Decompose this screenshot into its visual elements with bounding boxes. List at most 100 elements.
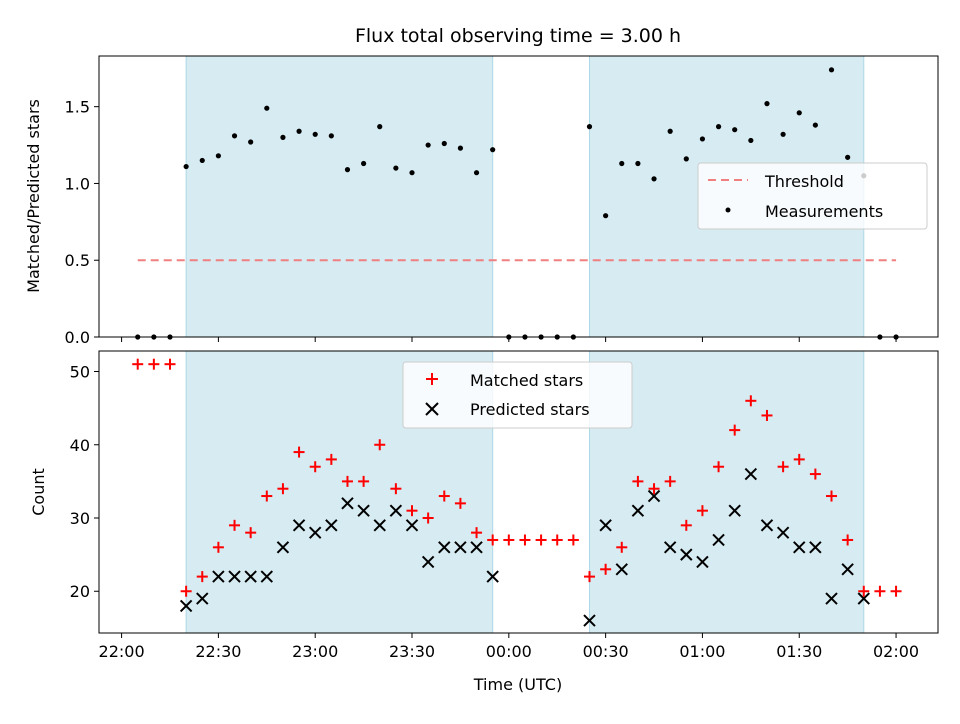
matched-star-point — [293, 446, 305, 458]
matched-star-point — [422, 512, 434, 524]
predicted-star-point — [421, 555, 435, 569]
measurement-point — [732, 127, 738, 133]
predicted-star-point — [228, 570, 241, 583]
top-y-tick-label: 1.5 — [65, 98, 90, 117]
bottom-panel: 22:00 22:30 23:00 23:30 00:00 00:30 01:00 01:30… — [29, 350, 939, 694]
matched-star-point — [309, 461, 321, 473]
matched-star-point — [680, 519, 692, 531]
measurement-point — [215, 153, 221, 159]
measurement-point — [231, 133, 238, 139]
predicted-star-point — [809, 541, 822, 554]
measurement-point — [490, 147, 496, 153]
predicted-star-point — [615, 563, 628, 576]
bottom-y-tick-label: 40 — [70, 436, 90, 455]
predicted-star-point — [728, 504, 741, 517]
measurement-point — [828, 67, 835, 73]
matched-star-point — [325, 453, 337, 465]
matched-star-point — [551, 534, 563, 546]
matched-star-point — [196, 571, 208, 583]
predicted-star-point — [357, 504, 370, 517]
measurement-point — [393, 165, 399, 171]
matched-star-point — [729, 424, 741, 436]
measurement-point — [441, 140, 447, 147]
measurement-point — [199, 157, 205, 164]
top-y-tick-label: 0.0 — [65, 328, 90, 347]
measurement-point — [715, 124, 722, 130]
legend-matched-marker — [426, 373, 438, 385]
matched-star-point — [600, 563, 612, 575]
observing-interval-shade — [185, 55, 494, 338]
x-tick-label: 00:00 — [486, 642, 532, 661]
measurement-point — [377, 124, 383, 130]
legend-predicted-label: Predicted stars — [470, 400, 590, 419]
x-tick-label: 01:30 — [776, 642, 822, 661]
matched-star-point — [858, 585, 870, 597]
top-plot-frame — [98, 55, 939, 338]
matched-star-point — [358, 475, 370, 487]
matched-star-point — [632, 475, 644, 487]
matched-star-point — [212, 541, 224, 553]
matched-star-point — [809, 468, 821, 480]
measurement-point — [619, 160, 625, 167]
measurement-point — [651, 176, 657, 182]
predicted-star-point — [341, 497, 354, 510]
measurement-point — [699, 136, 706, 142]
matched-star-point — [713, 461, 725, 473]
measurement-point — [328, 133, 334, 139]
top-legend: Threshold Measurements — [697, 162, 928, 230]
x-tick-label: 23:00 — [292, 642, 338, 661]
x-tick-label: 22:30 — [195, 642, 241, 661]
measurement-point — [635, 160, 641, 167]
matched-star-point — [487, 534, 499, 546]
legend-measurements-label: Measurements — [765, 202, 883, 221]
matched-star-point — [874, 585, 886, 597]
matched-star-point — [503, 534, 515, 546]
predicted-star-point — [308, 526, 322, 539]
matched-star-point — [164, 358, 176, 370]
matched-star-point — [454, 497, 466, 509]
measurement-point — [361, 160, 367, 167]
matched-star-point — [777, 461, 789, 473]
matched-star-point — [229, 519, 241, 531]
matched-star-point — [277, 483, 289, 495]
matched-star-point — [826, 490, 838, 502]
predicted-star-point — [825, 592, 838, 605]
matched-star-point — [341, 475, 353, 487]
bottom-plot-frame — [98, 350, 939, 634]
measurement-point — [812, 122, 818, 128]
predicted-star-point — [196, 592, 209, 605]
measurement-point — [425, 142, 431, 148]
measurement-point — [312, 131, 318, 137]
bottom-y-tick-label: 50 — [70, 363, 90, 382]
matched-star-point — [438, 490, 450, 502]
measurement-point — [603, 213, 609, 219]
matched-star-point — [535, 534, 547, 546]
measurement-point — [264, 105, 270, 111]
x-tick-label: 02:00 — [873, 642, 919, 661]
predicted-star-point — [841, 563, 854, 576]
matched-star-point — [180, 585, 192, 597]
measurement-point — [586, 124, 593, 130]
matched-star-point — [132, 358, 144, 370]
matched-star-point — [842, 534, 854, 546]
measurement-point — [748, 137, 754, 144]
measurement-point — [780, 131, 786, 137]
predicted-star-point — [244, 570, 257, 583]
predicted-star-point — [405, 519, 419, 532]
measurement-point — [845, 154, 851, 160]
matched-star-point — [374, 439, 386, 451]
x-tick-label: 00:30 — [583, 642, 629, 661]
matched-star-point — [761, 409, 773, 421]
matched-star-point — [148, 358, 160, 370]
matched-star-point — [664, 475, 676, 487]
measurement-point — [457, 145, 464, 151]
bottom-y-tick-label: 30 — [70, 509, 90, 528]
matched-star-point — [616, 541, 628, 553]
legend-matched-label: Matched stars — [470, 371, 583, 390]
matched-star-point — [648, 483, 660, 495]
predicted-star-point — [486, 570, 499, 583]
legend-predicted-marker — [425, 402, 439, 416]
predicted-star-point — [179, 599, 193, 613]
measurement-point — [344, 167, 351, 173]
